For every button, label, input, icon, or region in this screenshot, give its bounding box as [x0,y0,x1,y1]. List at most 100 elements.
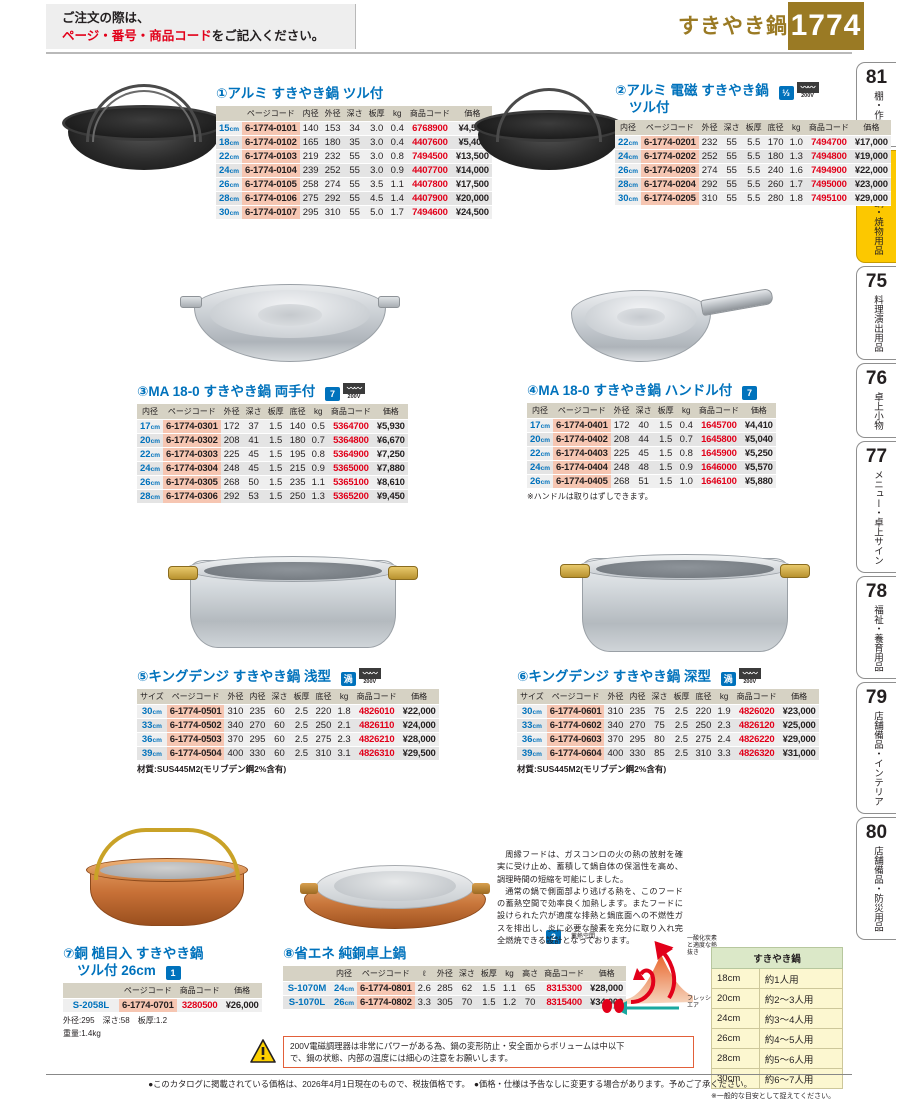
cell-value: 60 [268,746,291,761]
table-row[interactable]: 24cm 6-1774-0202 252 55 5.5 180 1.3 7494800 ¥19,… [615,149,891,164]
cell-value: 170 [764,135,787,150]
cell-value: 370 [604,732,627,747]
cell-value: 285 [433,981,456,996]
cell-value: 0.7 [308,433,328,448]
cell-page-code: 6-1774-0504 [166,746,225,761]
product-4-badges: 7 [741,385,757,400]
table-row[interactable]: 39cm 6-1774-0604 400 330 85 2.5 310 3.3 4826320 ¥… [517,746,819,761]
table-row[interactable]: 24cm 6-1774-0104 239 252 55 3.0 0.9 4407700 ¥14,… [216,163,492,178]
cell-price: ¥26,000 [222,998,262,1013]
cell-value: 85 [648,746,671,761]
cell-value: 1.4 [387,191,407,206]
cell-item-code: 5364700 [327,419,374,434]
cell-value: 252 [698,149,721,164]
table-row[interactable]: 24cm 6-1774-0404 248 48 1.5 0.9 1646000 ¥5,570 [527,460,776,475]
cell-value: 55 [720,177,743,192]
guide-people: 約5～6人用 [758,1048,844,1069]
warning-box: 200V電磁調理器は非常にパワーがある為、鍋の変形防止・安全面からボリュームは中… [283,1036,694,1068]
table-row[interactable]: 20cm 6-1774-0302 208 41 1.5 180 0.7 5364800 ¥6,6… [137,433,408,448]
column-header: kg [334,689,354,705]
table-row[interactable]: 33cm 6-1774-0502 340 270 60 2.5 250 2.1 4826110 ¥… [137,718,439,733]
table-row[interactable]: 26cm 6-1774-0105 258 274 55 3.5 1.1 4407800 ¥17,… [216,177,492,192]
cell-value: 44 [632,432,655,447]
cell-value: 3.3 [414,995,434,1010]
table-row[interactable]: S-1070L 26cm 6-1774-0802 3.3 305 70 1.5 1.2 70 83… [283,995,627,1010]
table-row[interactable]: 36cm 6-1774-0603 370 295 80 2.5 275 2.4 4826220 ¥… [517,732,819,747]
table-row[interactable]: S-2058L 6-1774-0701 3280500 ¥26,000 [63,998,262,1013]
table-header-row: 内径 ページコード 外径 深さ 板厚 底径 kg 商品コード 価格 [137,404,408,420]
table-row[interactable]: 30cm 6-1774-0501 310 235 60 2.5 220 1.8 4826010 ¥… [137,704,439,719]
cell-size: 39cm [517,746,547,761]
table-row[interactable]: 24cm 6-1774-0304 248 45 1.5 215 0.9 5365000 ¥7,8… [137,461,408,476]
cell-value: 55 [343,205,366,220]
table-row[interactable]: 36cm 6-1774-0503 370 295 60 2.5 275 2.3 4826210 ¥… [137,732,439,747]
table-row[interactable]: 22cm 6-1774-0303 225 45 1.5 195 0.8 5364900 ¥7,2… [137,447,408,462]
product-6-title-main: ⑥キングデンジ すきやき鍋 深型 [517,669,712,685]
table-row[interactable]: 17cm 6-1774-0301 172 37 1.5 140 0.5 5364700 ¥5,9… [137,419,408,434]
table-row[interactable]: 28cm 6-1774-0106 275 292 55 4.5 1.4 4407900 ¥20,… [216,191,492,206]
cell-value: 248 [220,461,243,476]
guide-size: 28cm [711,1048,760,1069]
cell-item-code: 6768900 [406,121,453,136]
section-tab-78[interactable]: 78 福祉・養育用品 [856,575,896,679]
section-tab-76[interactable]: 76 卓上小物 [856,362,896,438]
cell-size: 20cm [527,432,553,447]
table-row[interactable]: 26cm 6-1774-0305 268 50 1.5 235 1.1 5365100 ¥8,6… [137,475,408,490]
guide-people: 約3～4人用 [758,1008,844,1029]
product-5-badges: 渦 〰〰 200V [340,668,381,686]
size-guide-row: 26cm 約4～5人用 [711,1028,844,1049]
table-row[interactable]: 22cm 6-1774-0103 219 232 55 3.0 0.8 7494500 ¥13,… [216,149,492,164]
product-6-table-slot: サイズ ページコード 外径 内径 深さ 板厚 底径 kg 商品コード 価格 30cm 6-1774-0… [517,689,819,761]
table-row[interactable]: 39cm 6-1774-0504 400 330 60 2.5 310 3.1 4826310 ¥… [137,746,439,761]
product-block-8: ⑧省エネ 純銅卓上鍋 内径 ページコード ℓ 外径 深さ 板厚 kg 高さ 商品コード 価格 S-1… [283,946,627,1010]
product-7-subtitle: ツル付 26cm [77,962,156,978]
table-row[interactable]: 30cm 6-1774-0601 310 235 75 2.5 220 1.9 4826020 ¥… [517,704,819,719]
cell-page-code: 6-1774-0501 [166,704,225,719]
cell-size: 33cm [517,718,547,733]
table-row[interactable]: 17cm 6-1774-0401 172 40 1.5 0.4 1645700 ¥4,410 [527,418,776,433]
cell-value: 1.5 [654,418,677,433]
cell-value: 70 [519,995,542,1010]
section-tab-75[interactable]: 75 料理演出用品 [856,265,896,360]
cell-value: 1.5 [264,447,287,462]
cell-value: 0.8 [676,446,696,461]
cell-price: ¥29,000 [779,732,819,747]
section-tab-77[interactable]: 77 メニュー・卓上サイン [856,440,896,573]
table-row[interactable]: 15cm 6-1774-0101 140 153 34 3.0 0.4 6768900 ¥4,5… [216,121,492,136]
cell-value: 55 [720,149,743,164]
cell-size: 36cm [517,732,547,747]
section-tab-80[interactable]: 80 店舗備品・防災用品 [856,817,896,940]
section-tab-79[interactable]: 79 店舗備品・インテリア [856,682,896,814]
cell-value: 2.5 [290,718,313,733]
table-row[interactable]: 28cm 6-1774-0204 292 55 5.5 260 1.7 7495000 ¥23,… [615,177,891,192]
section-tab-label: メニュー・卓上サイン [871,469,883,565]
table-row[interactable]: 28cm 6-1774-0306 292 53 1.5 250 1.3 5365200 ¥9,4… [137,489,408,504]
table-row[interactable]: 18cm 6-1774-0102 165 180 35 3.0 0.4 4407600 ¥5,4… [216,135,492,150]
cell-size: 28cm [137,489,163,504]
cell-item-code: 5364900 [327,447,374,462]
table-header-row: 内径 ページコード 外径 深さ 板厚 kg 商品コード 価格 [527,402,776,419]
cell-page-code: 6-1774-0503 [166,732,225,747]
column-header: ページコード [640,119,699,136]
table-row[interactable]: 30cm 6-1774-0107 295 310 55 5.0 1.7 7494600 ¥24,… [216,205,492,220]
cell-value: 140 [286,419,309,434]
cell-price: ¥17,500 [452,177,492,192]
cell-item-code: 4407600 [406,135,453,150]
table-row[interactable]: S-1070M 24cm 6-1774-0801 2.6 285 62 1.5 1.1 65 83… [283,981,627,996]
cell-price: ¥29,000 [851,191,891,206]
product-3-badges: 7 〰〰 200V [324,383,365,401]
table-row[interactable]: 26cm 6-1774-0203 274 55 5.5 240 1.6 7494900 ¥22,… [615,163,891,178]
table-row[interactable]: 30cm 6-1774-0205 310 55 5.5 280 1.8 7495100 ¥29,… [615,191,891,206]
table-row[interactable]: 22cm 6-1774-0403 225 45 1.5 0.8 1645900 ¥5,250 [527,446,776,461]
section-tab-label: 卓上小物 [871,391,883,430]
cell-value: 295 [246,732,269,747]
table-row[interactable]: 20cm 6-1774-0402 208 44 1.5 0.7 1645800 ¥5,040 [527,432,776,447]
table-row[interactable]: 33cm 6-1774-0602 340 270 75 2.5 250 2.3 4826120 ¥… [517,718,819,733]
guide-people: 約4～5人用 [758,1028,844,1049]
cell-value: 1.2 [499,995,520,1010]
table-row[interactable]: 26cm 6-1774-0405 268 51 1.5 1.0 1646100 ¥5,880 [527,474,776,489]
cell-value: 2.5 [670,732,693,747]
table-row[interactable]: 22cm 6-1774-0201 232 55 5.5 170 1.0 7494700 ¥17,… [615,135,891,150]
order-note-tail: をご記入ください。 [211,29,325,44]
product-block-3: ③MA 18-0 すきやき鍋 両手付 7 〰〰 200V 内径 ページコード 外径 深さ… [137,383,408,504]
